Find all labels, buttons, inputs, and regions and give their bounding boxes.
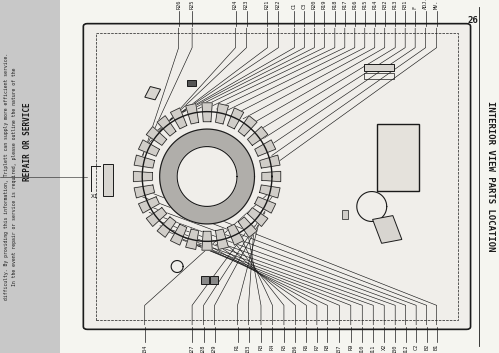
Text: difficulty. By providing this information, Triplett can supply more efficient se: difficulty. By providing this informatio… (4, 53, 9, 300)
Text: R21: R21 (265, 0, 270, 9)
Text: R26: R26 (176, 0, 181, 9)
Bar (373, 216, 402, 243)
Text: R11: R11 (371, 344, 376, 353)
Bar (60, 0, 499, 353)
Text: R31: R31 (403, 0, 408, 9)
Text: R34: R34 (142, 344, 147, 353)
Polygon shape (255, 197, 276, 213)
Text: R37: R37 (337, 344, 342, 353)
Text: R36: R36 (293, 344, 298, 353)
Text: R27: R27 (190, 344, 195, 353)
Polygon shape (216, 103, 229, 124)
Text: C3: C3 (302, 2, 307, 9)
Bar (377, 124, 419, 191)
Polygon shape (259, 155, 280, 168)
Text: R13: R13 (393, 0, 398, 9)
Polygon shape (171, 108, 187, 129)
Text: C1: C1 (292, 2, 297, 9)
Bar (201, 276, 209, 284)
Text: R16: R16 (352, 0, 357, 9)
Text: R1: R1 (235, 344, 240, 351)
Text: C2: C2 (414, 344, 419, 351)
Text: R5: R5 (281, 344, 286, 351)
Text: R30: R30 (393, 344, 398, 353)
Polygon shape (248, 126, 268, 145)
Polygon shape (186, 229, 199, 250)
Bar (96, 33, 458, 320)
Polygon shape (228, 108, 244, 129)
Text: R6: R6 (304, 344, 309, 351)
Text: 26: 26 (467, 16, 478, 25)
Polygon shape (259, 185, 280, 198)
Text: R18: R18 (332, 0, 337, 9)
Bar (210, 276, 218, 284)
Text: R3: R3 (258, 344, 263, 351)
Polygon shape (157, 217, 176, 237)
Polygon shape (216, 229, 229, 250)
Text: R28: R28 (201, 344, 206, 353)
Polygon shape (177, 146, 237, 207)
Polygon shape (171, 224, 187, 245)
Text: B2: B2 (424, 344, 429, 351)
Text: R4: R4 (270, 344, 275, 351)
Text: R7: R7 (314, 344, 319, 351)
Polygon shape (157, 116, 176, 136)
Bar (103, 164, 113, 196)
Polygon shape (202, 231, 212, 250)
Text: X2: X2 (382, 344, 387, 351)
Bar (145, 86, 161, 100)
Polygon shape (238, 217, 257, 237)
Text: R9: R9 (348, 344, 353, 351)
Bar (364, 64, 394, 71)
Polygon shape (146, 208, 167, 227)
Text: In the event repair or service is required, please outline the nature of the: In the event repair or service is requir… (12, 67, 17, 286)
Polygon shape (133, 171, 152, 182)
Text: R15: R15 (362, 0, 367, 9)
Text: R17: R17 (342, 0, 347, 9)
Polygon shape (202, 103, 212, 122)
Bar (342, 210, 348, 219)
Polygon shape (138, 140, 159, 156)
Polygon shape (138, 197, 159, 213)
Text: R14: R14 (372, 0, 377, 9)
Polygon shape (248, 208, 268, 227)
Polygon shape (228, 224, 244, 245)
Bar (187, 80, 196, 86)
FancyBboxPatch shape (83, 24, 471, 329)
Text: R22: R22 (276, 0, 281, 9)
Polygon shape (262, 171, 281, 182)
Text: INTERIOR VIEW PARTS LOCATION: INTERIOR VIEW PARTS LOCATION (486, 101, 495, 252)
Text: B1: B1 (434, 344, 439, 351)
Bar (364, 73, 394, 79)
Text: R24: R24 (233, 0, 238, 9)
Text: R19: R19 (322, 0, 327, 9)
Text: R8: R8 (325, 344, 330, 351)
Text: R33: R33 (246, 344, 251, 353)
Text: R12: R12 (403, 344, 408, 353)
Polygon shape (255, 140, 276, 156)
Polygon shape (134, 155, 155, 168)
Polygon shape (134, 185, 155, 198)
Text: R25: R25 (190, 0, 195, 9)
Polygon shape (146, 126, 167, 145)
Polygon shape (160, 129, 254, 224)
Text: MV.: MV. (434, 0, 439, 9)
Polygon shape (238, 116, 257, 136)
Text: ADJ.: ADJ. (423, 0, 428, 9)
Polygon shape (186, 103, 199, 124)
Text: R10: R10 (360, 344, 365, 353)
Text: F: F (413, 6, 418, 9)
Text: X1: X1 (91, 194, 99, 199)
Text: R23: R23 (244, 0, 249, 9)
Text: R29: R29 (212, 344, 217, 353)
Text: R32: R32 (382, 0, 387, 9)
Text: REPAIR OR SERVICE: REPAIR OR SERVICE (23, 102, 32, 180)
Text: R20: R20 (312, 0, 317, 9)
